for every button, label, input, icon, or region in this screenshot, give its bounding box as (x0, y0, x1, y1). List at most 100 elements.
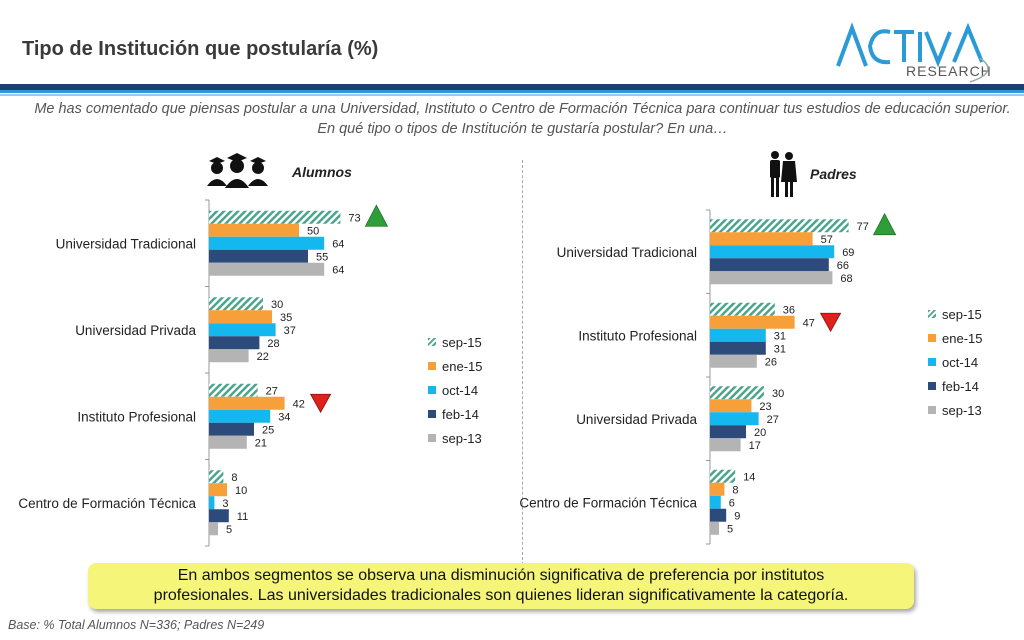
bar-universidad-privada-sep-15 (710, 386, 764, 400)
legend-label: oct-14 (442, 382, 479, 398)
bar-universidad-tradicional-feb-14 (209, 249, 308, 263)
legend-swatch (928, 310, 936, 318)
bar-universidad-privada-oct-14 (710, 412, 759, 426)
data-label-universidad-privada-sep-13: 17 (749, 440, 761, 452)
data-label-instituto-profesional-ene-15: 47 (803, 317, 815, 329)
data-label-universidad-privada-feb-14: 28 (267, 338, 279, 350)
bar-universidad-privada-ene-15 (209, 310, 272, 324)
data-label-centro-de-formacion-tecnica-sep-15: 8 (231, 472, 237, 484)
legend-item-oct-14: oct-14 (428, 378, 508, 402)
data-label-universidad-tradicional-sep-13: 64 (332, 264, 344, 276)
bar-instituto-profesional-oct-14 (209, 409, 271, 423)
data-label-centro-de-formacion-tecnica-sep-13: 5 (727, 523, 733, 535)
data-label-instituto-profesional-sep-15: 36 (783, 304, 795, 316)
activa-logo: RESEARCH (836, 22, 991, 83)
bar-universidad-tradicional-ene-15 (209, 223, 299, 237)
bar-universidad-tradicional-oct-14 (209, 236, 325, 250)
bar-centro-de-formacion-tecnica-sep-13 (209, 522, 218, 536)
callout-box: En ambos segmentos se observa una dismin… (88, 563, 914, 609)
segment-label-alumnos: Alumnos (292, 164, 352, 180)
data-label-centro-de-formacion-tecnica-feb-14: 9 (734, 510, 740, 522)
legend-item-sep-13: sep-13 (428, 426, 508, 450)
data-label-centro-de-formacion-tecnica-ene-15: 8 (732, 484, 738, 496)
bar-centro-de-formacion-tecnica-sep-15 (710, 469, 736, 483)
legend-label: ene-15 (942, 330, 983, 346)
bar-universidad-tradicional-ene-15 (710, 232, 813, 246)
bar-universidad-privada-oct-14 (209, 323, 276, 337)
bar-instituto-profesional-feb-14 (710, 341, 766, 355)
callout-line-2: profesionales. Las universidades tradici… (153, 587, 849, 604)
bar-universidad-privada-feb-14 (209, 336, 260, 350)
bar-universidad-tradicional-oct-14 (710, 245, 835, 259)
legend-swatch (428, 434, 436, 442)
data-label-universidad-privada-oct-14: 27 (767, 414, 779, 426)
data-label-centro-de-formacion-tecnica-ene-15: 10 (235, 485, 247, 497)
legend-swatch (428, 386, 436, 394)
legend-label: sep-13 (442, 430, 482, 446)
legend-item-feb-14: feb-14 (428, 402, 508, 426)
legend-swatch (928, 406, 936, 414)
bar-instituto-profesional-oct-14 (710, 328, 766, 342)
parents-icon (770, 151, 797, 197)
survey-question: Me has comentado que piensas postular a … (34, 101, 1011, 137)
data-label-universidad-tradicional-feb-14: 55 (316, 251, 328, 263)
footer-base: Base: % Total Alumnos N=336; Padres N=24… (8, 618, 265, 632)
legend-label: sep-13 (942, 402, 982, 418)
callout-line-1: En ambos segmentos se observa una dismin… (177, 567, 825, 584)
legend-item-oct-14: oct-14 (928, 350, 1008, 374)
bar-centro-de-formacion-tecnica-feb-14 (710, 508, 727, 522)
page-title: Tipo de Institución que postularía (%) (22, 38, 379, 60)
data-label-centro-de-formacion-tecnica-feb-14: 11 (237, 511, 248, 523)
category-label-universidad-privada: Universidad Privada (576, 412, 697, 427)
bar-universidad-tradicional-sep-15 (710, 219, 849, 233)
bar-universidad-tradicional-feb-14 (710, 258, 829, 272)
legend-label: feb-14 (442, 406, 479, 422)
data-label-universidad-tradicional-ene-15: 57 (821, 234, 833, 246)
bar-centro-de-formacion-tecnica-feb-14 (209, 509, 229, 523)
data-label-universidad-tradicional-feb-14: 66 (837, 260, 849, 272)
data-label-universidad-tradicional-oct-14: 69 (842, 247, 854, 259)
legend-swatch (928, 358, 936, 366)
bar-universidad-tradicional-sep-13 (209, 262, 325, 276)
data-label-centro-de-formacion-tecnica-oct-14: 6 (729, 497, 735, 509)
panel-divider (522, 160, 523, 565)
legend-item-sep-13: sep-13 (928, 398, 1008, 422)
category-label-universidad-privada: Universidad Privada (75, 323, 196, 338)
bar-centro-de-formacion-tecnica-oct-14 (209, 496, 215, 510)
data-label-universidad-tradicional-oct-14: 64 (332, 238, 344, 250)
data-label-universidad-tradicional-ene-15: 50 (307, 225, 319, 237)
data-label-universidad-tradicional-sep-15: 73 (348, 212, 360, 224)
bar-instituto-profesional-sep-15 (710, 302, 775, 316)
data-label-universidad-tradicional-sep-13: 68 (840, 273, 852, 285)
significance-down-icon (309, 393, 332, 414)
bar-centro-de-formacion-tecnica-oct-14 (710, 495, 721, 509)
bar-centro-de-formacion-tecnica-sep-15 (209, 470, 224, 484)
bar-centro-de-formacion-tecnica-ene-15 (710, 482, 725, 496)
legend-label: sep-15 (442, 334, 482, 350)
legend-item-ene-15: ene-15 (428, 354, 508, 378)
category-label-centro-de-formacion-tecnica: Centro de Formación Técnica (18, 496, 196, 511)
data-label-instituto-profesional-oct-14: 31 (774, 330, 786, 342)
data-label-instituto-profesional-ene-15: 42 (293, 398, 305, 410)
category-label-centro-de-formacion-tecnica: Centro de Formación Técnica (519, 495, 697, 510)
legend-swatch (428, 338, 436, 346)
bar-instituto-profesional-sep-15 (209, 383, 258, 397)
legend-item-sep-15: sep-15 (428, 330, 508, 354)
significance-up-icon (364, 204, 389, 227)
data-label-universidad-privada-sep-15: 30 (772, 388, 784, 400)
category-label-universidad-tradicional: Universidad Tradicional (557, 245, 697, 260)
bar-instituto-profesional-sep-13 (710, 354, 757, 368)
category-label-universidad-tradicional: Universidad Tradicional (56, 236, 196, 251)
legend-item-sep-15: sep-15 (928, 302, 1008, 326)
legend-swatch (428, 362, 436, 370)
bar-universidad-tradicional-sep-13 (710, 271, 833, 285)
data-label-instituto-profesional-sep-13: 26 (765, 356, 777, 368)
significance-down-icon (819, 312, 842, 333)
data-label-universidad-privada-ene-15: 35 (280, 312, 292, 324)
legend-item-feb-14: feb-14 (928, 374, 1008, 398)
data-label-universidad-privada-feb-14: 20 (754, 427, 766, 439)
data-label-universidad-tradicional-sep-15: 77 (857, 221, 869, 233)
legend-padres: sep-15 ene-15 oct-14 feb-14 sep-13 (928, 302, 1008, 422)
bar-instituto-profesional-ene-15 (710, 315, 795, 329)
chart-padres: Universidad Tradicional7757696668Institu… (519, 209, 897, 545)
